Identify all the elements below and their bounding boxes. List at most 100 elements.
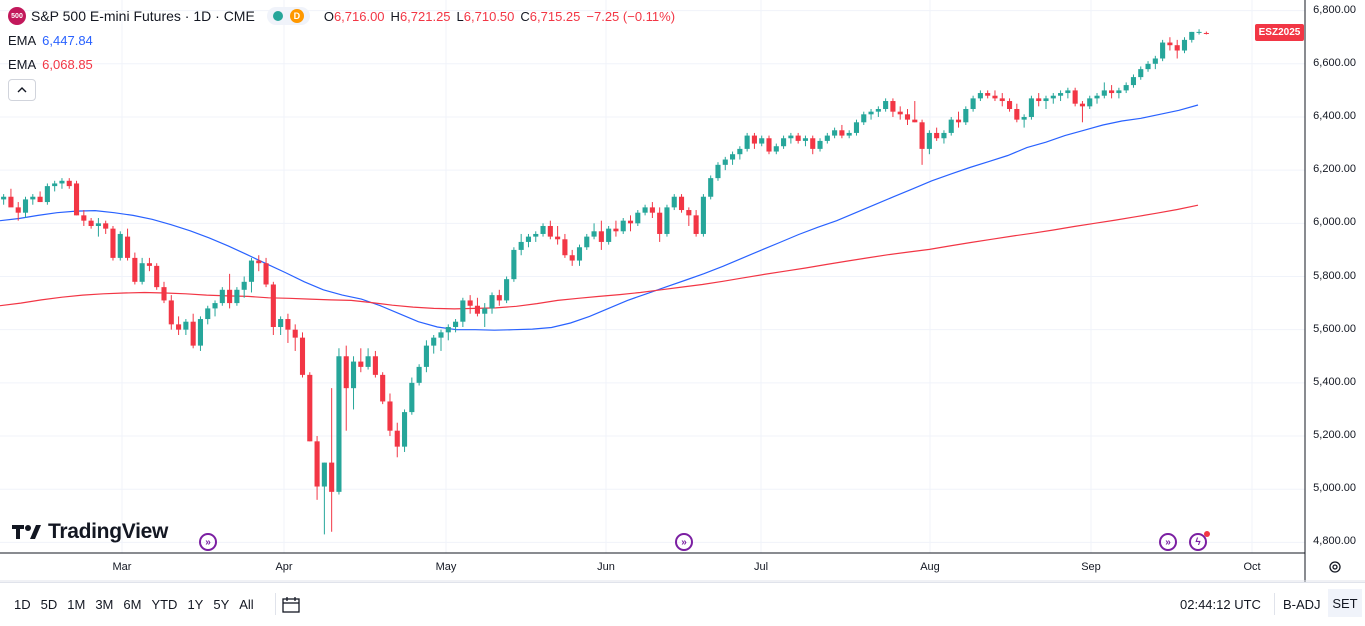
candle[interactable] <box>795 132 801 144</box>
range-button-1y[interactable]: 1Y <box>187 597 204 612</box>
candle[interactable] <box>234 287 240 306</box>
dividend-event-icon[interactable]: » <box>675 533 693 551</box>
candle[interactable] <box>52 180 58 192</box>
candle[interactable] <box>1079 101 1085 123</box>
candle[interactable] <box>1189 31 1195 43</box>
session-settings-button[interactable]: SET <box>1328 589 1362 617</box>
candle[interactable] <box>1174 39 1180 59</box>
gear-icon[interactable] <box>1327 560 1343 576</box>
candle[interactable] <box>336 348 342 495</box>
candle[interactable] <box>934 127 940 141</box>
candle[interactable] <box>985 90 991 99</box>
dividend-event-icon[interactable]: » <box>199 533 217 551</box>
candle[interactable] <box>839 124 845 139</box>
candle[interactable] <box>846 130 852 139</box>
candle[interactable] <box>482 303 488 328</box>
candle[interactable] <box>22 196 29 219</box>
candle[interactable] <box>730 151 736 165</box>
candle[interactable] <box>248 257 255 293</box>
candle[interactable] <box>569 249 575 266</box>
candle[interactable] <box>649 202 655 219</box>
candle[interactable] <box>139 257 145 285</box>
symbol-title[interactable]: S&P 500 E-mini Futures · 1D · CME <box>31 8 255 24</box>
ema-fast-line[interactable] <box>0 104 1199 331</box>
candle[interactable] <box>657 207 663 242</box>
candle[interactable] <box>788 132 794 144</box>
candle[interactable] <box>416 364 422 386</box>
candle[interactable] <box>766 135 772 155</box>
candle[interactable] <box>1196 29 1202 35</box>
range-button-3m[interactable]: 3M <box>95 597 114 612</box>
candle[interactable] <box>627 215 634 232</box>
candle[interactable] <box>489 292 495 314</box>
candle[interactable] <box>15 202 21 221</box>
candle[interactable] <box>1028 95 1034 120</box>
candle[interactable] <box>350 356 357 410</box>
candle[interactable] <box>715 162 721 181</box>
collapse-legend-button[interactable] <box>8 79 36 101</box>
candle[interactable] <box>219 287 225 306</box>
candle[interactable] <box>555 225 561 245</box>
candle[interactable] <box>460 297 466 328</box>
candle[interactable] <box>343 345 349 431</box>
candle[interactable] <box>438 329 444 351</box>
candle[interactable] <box>285 313 291 343</box>
candle[interactable] <box>540 223 546 237</box>
candle[interactable] <box>999 93 1005 107</box>
candle[interactable] <box>511 247 517 282</box>
candle[interactable] <box>525 233 532 248</box>
candle[interactable] <box>1167 37 1173 51</box>
candle[interactable] <box>853 119 860 136</box>
dividend-event-icon[interactable]: » <box>1159 533 1177 551</box>
range-button-6m[interactable]: 6M <box>123 597 142 612</box>
candle[interactable] <box>176 316 182 335</box>
candle[interactable] <box>817 138 823 152</box>
candle[interactable] <box>88 218 94 229</box>
candle[interactable] <box>37 191 43 203</box>
candle[interactable] <box>431 334 437 354</box>
candle[interactable] <box>190 313 196 349</box>
candle[interactable] <box>241 276 247 298</box>
candle[interactable] <box>387 393 393 437</box>
candle[interactable] <box>496 289 502 306</box>
candle[interactable] <box>1145 61 1151 72</box>
price-chart[interactable] <box>0 0 1365 582</box>
candle[interactable] <box>591 223 597 240</box>
candle[interactable] <box>423 340 429 373</box>
back-adjust-toggle[interactable]: B-ADJ <box>1283 597 1321 612</box>
candle[interactable] <box>358 348 364 373</box>
candle[interactable] <box>970 95 976 112</box>
candle[interactable] <box>132 252 138 285</box>
candle[interactable] <box>547 220 553 240</box>
candle[interactable] <box>963 106 969 125</box>
candle[interactable] <box>518 233 524 256</box>
candle[interactable] <box>95 218 101 237</box>
candle[interactable] <box>686 207 692 226</box>
market-status[interactable]: D <box>266 7 310 25</box>
candle[interactable] <box>445 324 451 341</box>
candle[interactable] <box>256 255 262 272</box>
candle[interactable] <box>955 111 962 128</box>
candle[interactable] <box>73 180 80 216</box>
candle[interactable] <box>110 225 116 261</box>
candle[interactable] <box>635 210 641 226</box>
candle[interactable] <box>1130 74 1137 88</box>
candle[interactable] <box>1152 55 1158 70</box>
candle[interactable] <box>1065 87 1071 99</box>
candle[interactable] <box>453 319 459 333</box>
ema-legend-slow[interactable]: EMA 6,068.85 <box>8 57 93 72</box>
candle[interactable] <box>598 220 604 250</box>
candle[interactable] <box>307 372 313 442</box>
candle[interactable] <box>992 90 998 102</box>
candle[interactable] <box>875 106 881 117</box>
candle[interactable] <box>708 175 714 200</box>
candle[interactable] <box>1050 93 1056 104</box>
candle[interactable] <box>1109 85 1115 99</box>
candle[interactable] <box>227 273 233 309</box>
candle[interactable] <box>299 332 306 378</box>
candle[interactable] <box>146 257 152 272</box>
candle[interactable] <box>1123 82 1129 94</box>
candle[interactable] <box>474 297 480 317</box>
candle[interactable] <box>810 135 816 155</box>
candle[interactable] <box>912 101 918 123</box>
